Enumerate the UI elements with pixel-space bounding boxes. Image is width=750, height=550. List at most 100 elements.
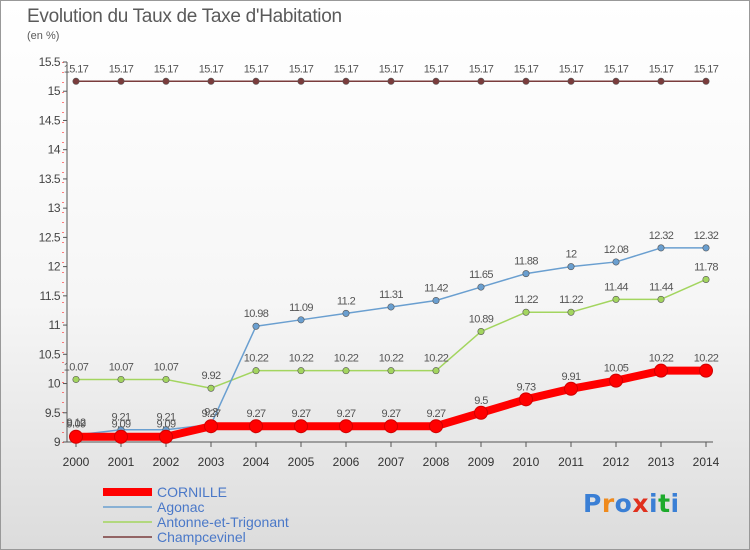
data-label: 11.22 [514, 294, 538, 306]
data-label: 15.17 [109, 63, 134, 75]
chart-unit: (en %) [27, 30, 60, 42]
series-line-1 [75, 247, 707, 436]
data-point [342, 309, 350, 317]
x-tick-label: 2009 [468, 455, 495, 469]
data-label: 9.21 [111, 412, 130, 424]
data-point [252, 77, 260, 85]
data-point [564, 381, 578, 396]
data-label: 10.07 [109, 361, 134, 373]
data-label: 12 [565, 249, 577, 261]
data-point [117, 77, 125, 85]
data-label: 11.09 [289, 302, 313, 314]
data-point [159, 429, 173, 444]
x-tick-label: 2008 [423, 455, 450, 469]
data-point [477, 77, 485, 85]
data-label: 11.44 [604, 281, 628, 293]
data-point [207, 77, 215, 85]
data-label: 15.17 [514, 63, 539, 75]
legend-label: Champcevinel [157, 529, 246, 545]
data-point [297, 77, 305, 85]
data-label: 10.22 [244, 353, 269, 365]
data-point [69, 429, 83, 444]
data-point [72, 77, 80, 85]
data-point [522, 308, 530, 316]
data-label: 11.22 [559, 294, 583, 306]
chart-title: Evolution du Taux de Taxe d'Habitation [27, 6, 342, 27]
data-point [297, 316, 305, 324]
x-tick-label: 2010 [513, 455, 540, 469]
data-point [294, 419, 308, 434]
data-label: 15.17 [154, 63, 179, 75]
y-tick-label: 10.5 [39, 347, 61, 361]
data-label: 10.05 [604, 363, 629, 375]
data-point [249, 419, 263, 434]
data-label: 9.5 [474, 395, 488, 407]
data-point [654, 363, 668, 378]
data-label: 10.22 [289, 353, 314, 365]
data-point [567, 308, 575, 316]
logo-letter: x [632, 489, 649, 518]
data-label: 9.91 [561, 371, 580, 383]
data-label: 15.17 [424, 63, 449, 75]
data-label: 10.22 [649, 353, 674, 365]
data-label: 11.2 [337, 295, 356, 307]
x-tick-label: 2000 [63, 455, 90, 469]
data-point [432, 77, 440, 85]
data-point [612, 295, 620, 303]
data-point [702, 244, 710, 252]
x-tick-label: 2014 [693, 455, 720, 469]
logo-letter: i [649, 489, 659, 518]
data-point [207, 384, 215, 392]
data-point [609, 373, 623, 388]
data-point [387, 77, 395, 85]
data-point [387, 367, 395, 375]
x-tick-label: 2012 [603, 455, 630, 469]
data-label: 10.22 [694, 353, 719, 365]
proxiti-logo: Proxiti [583, 489, 680, 518]
data-label: 10.22 [379, 353, 404, 365]
data-point [297, 367, 305, 375]
x-tick-label: 2007 [378, 455, 405, 469]
data-label: 15.17 [64, 63, 89, 75]
data-label: 10.07 [154, 361, 179, 373]
y-tick-label: 11 [49, 318, 61, 332]
data-point [342, 367, 350, 375]
data-label: 9.09 [66, 419, 85, 431]
data-point [519, 392, 533, 407]
x-tick-label: 2013 [648, 455, 675, 469]
y-tick-label: 14.5 [39, 113, 61, 127]
data-point [657, 77, 665, 85]
data-label: 15.17 [649, 63, 674, 75]
data-label: 9.09 [156, 419, 175, 431]
legend-label: CORNILLE [157, 484, 227, 500]
data-label: 15.17 [604, 63, 629, 75]
data-point [429, 419, 443, 434]
data-point [522, 77, 530, 85]
y-tick-label: 9 [54, 435, 61, 449]
data-label: 15.17 [694, 63, 719, 75]
y-tick-label: 12.5 [39, 230, 61, 244]
data-label: 9.3 [204, 406, 218, 418]
legend-label: Antonne-et-Trigonant [157, 514, 289, 530]
data-label: 9.27 [426, 408, 445, 420]
data-point [72, 375, 80, 383]
data-point [432, 297, 440, 305]
x-tick-label: 2003 [198, 455, 225, 469]
logo-letter: t [658, 489, 671, 518]
data-label: 10.07 [64, 361, 89, 373]
data-label: 9.92 [201, 370, 220, 382]
data-label: 11.44 [649, 281, 673, 293]
data-label: 10.98 [244, 308, 269, 320]
logo-letter: P [583, 489, 602, 518]
data-label: 9.27 [201, 408, 220, 420]
data-label: 15.17 [289, 63, 314, 75]
data-label: 10.22 [424, 353, 449, 365]
data-label: 15.17 [559, 63, 584, 75]
data-label: 12.32 [694, 230, 719, 242]
data-point [432, 367, 440, 375]
data-point [114, 429, 128, 444]
data-label: 11.65 [469, 269, 493, 281]
data-label: 15.17 [469, 63, 494, 75]
data-point [699, 363, 713, 378]
